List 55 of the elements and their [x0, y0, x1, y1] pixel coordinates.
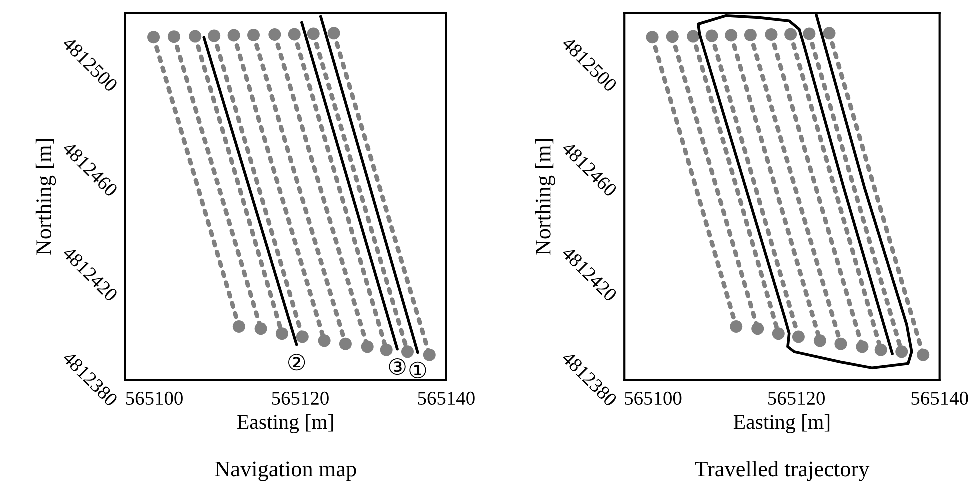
point	[168, 30, 180, 44]
x-tick-label: 565120	[768, 392, 825, 406]
point	[307, 28, 320, 40]
point	[874, 344, 888, 356]
x-tick-label: 565100	[625, 392, 682, 406]
point	[339, 338, 352, 350]
point	[792, 330, 805, 344]
point	[228, 29, 240, 42]
point	[856, 340, 869, 354]
point	[254, 322, 268, 336]
point	[361, 340, 374, 354]
y-axis-title: Northing [m]	[36, 139, 56, 256]
x-tick-label: 565140	[418, 392, 475, 406]
point	[296, 330, 309, 344]
x-tick-label: 565100	[126, 392, 183, 406]
point	[318, 334, 331, 348]
point	[803, 28, 816, 40]
point	[752, 322, 764, 336]
point	[248, 29, 260, 42]
point	[646, 31, 659, 44]
point	[772, 328, 785, 340]
y-axis-title: Northing [m]	[535, 139, 556, 256]
point	[666, 30, 679, 44]
point	[917, 348, 930, 362]
point	[208, 30, 221, 42]
point	[423, 348, 436, 362]
point	[232, 320, 246, 334]
point	[328, 27, 340, 40]
point	[380, 344, 393, 356]
x-tick-label: 565140	[912, 392, 968, 406]
point	[148, 31, 160, 44]
point	[834, 338, 848, 350]
text: Travelled trajectory	[695, 461, 870, 482]
point	[744, 29, 757, 42]
point	[730, 320, 743, 334]
point	[725, 29, 738, 42]
point	[706, 30, 718, 42]
point	[401, 346, 414, 358]
point	[189, 30, 202, 43]
point	[814, 334, 826, 348]
point	[896, 346, 908, 358]
point	[687, 30, 700, 43]
point	[288, 28, 301, 41]
point	[268, 28, 282, 41]
x-tick-label: 565120	[272, 392, 329, 406]
x-axis-title: Easting [m]	[238, 414, 334, 434]
annotation: ②	[288, 354, 306, 371]
annotation: ①	[410, 362, 426, 379]
x-axis-title: Easting [m]	[734, 414, 830, 434]
annotation: ③	[389, 358, 406, 376]
point	[765, 28, 778, 41]
point	[823, 27, 836, 40]
text: Navigation map	[215, 462, 356, 482]
point	[784, 28, 798, 41]
point	[276, 328, 288, 340]
